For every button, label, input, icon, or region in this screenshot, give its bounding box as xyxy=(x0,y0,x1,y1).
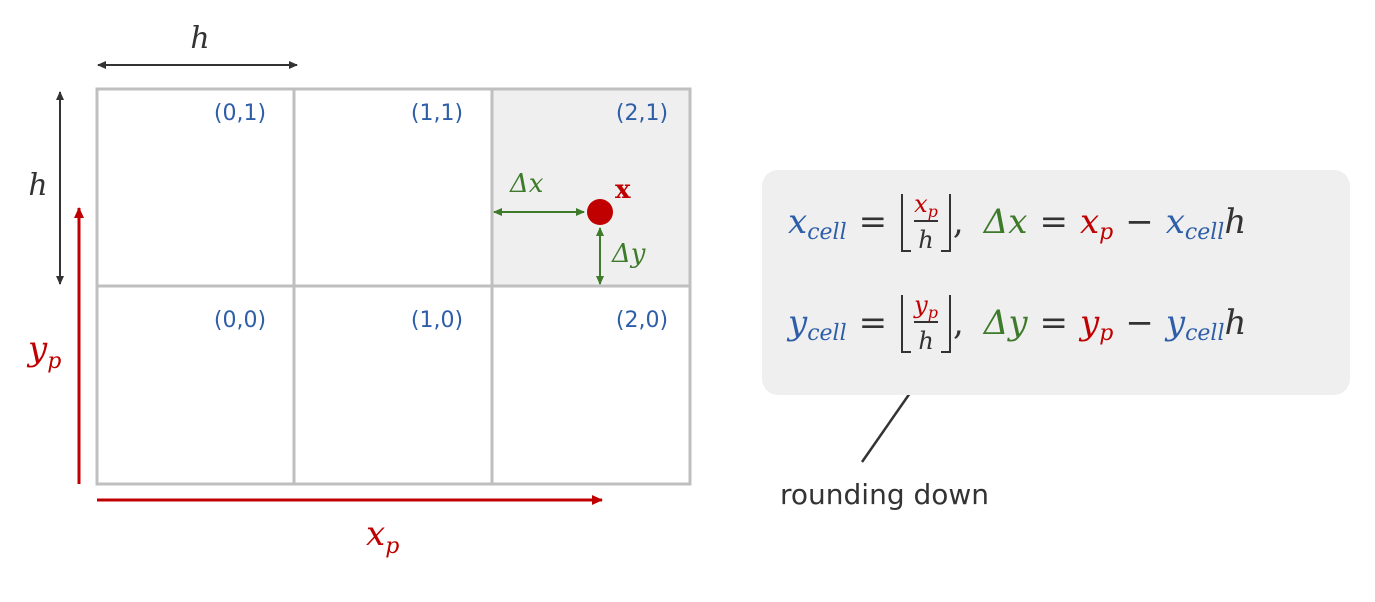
equals-sign: = xyxy=(858,202,888,242)
xp-symbol: x xyxy=(1079,202,1100,242)
equals-sign-2: = xyxy=(1039,303,1069,343)
x-cell-symbol: x xyxy=(788,202,808,242)
x-cell-symbol-2: x xyxy=(1165,202,1185,242)
equals-sign-2: = xyxy=(1039,202,1068,242)
equals-sign: = xyxy=(858,303,888,343)
h-top-label: h xyxy=(190,21,209,56)
minus-sign: − xyxy=(1125,202,1154,242)
floor-bracket: yp h xyxy=(901,293,951,353)
h-left-label: h xyxy=(28,168,47,203)
grid xyxy=(95,87,692,486)
point-marker xyxy=(587,199,613,225)
dy-label: Δy xyxy=(611,239,646,269)
xp-axis-label: xp xyxy=(366,514,399,559)
delta-x-symbol: Δx xyxy=(983,202,1028,242)
h-symbol: h xyxy=(1224,303,1247,343)
yp-axis-label: yp xyxy=(26,329,61,374)
y-cell-symbol-2: y xyxy=(1165,303,1186,343)
x-cell-subscript: cell xyxy=(807,219,847,245)
note-pointer-arrow xyxy=(860,382,919,463)
rounding-down-note: rounding down xyxy=(780,478,990,511)
delta-y-symbol: Δy xyxy=(983,303,1028,343)
yp-symbol: y xyxy=(1080,303,1100,343)
cell-label-0-1: (0,1) xyxy=(214,101,266,126)
point-label: x xyxy=(615,175,631,205)
dx-label: Δx xyxy=(509,169,544,199)
cell-label-1-1: (1,1) xyxy=(411,101,463,126)
minus-sign: − xyxy=(1125,303,1154,343)
cell-label-2-1: (2,1) xyxy=(616,101,668,126)
y-cell-subscript: cell xyxy=(807,320,847,346)
cell-label-2-0: (2,0) xyxy=(616,308,668,333)
floor-bracket: xp h xyxy=(901,192,951,252)
h-symbol: h xyxy=(1224,202,1247,242)
cell-label-0-0: (0,0) xyxy=(214,308,266,333)
cell-label-1-0: (1,0) xyxy=(411,308,463,333)
y-cell-symbol: y xyxy=(788,303,808,343)
highlighted-cell xyxy=(492,89,690,286)
